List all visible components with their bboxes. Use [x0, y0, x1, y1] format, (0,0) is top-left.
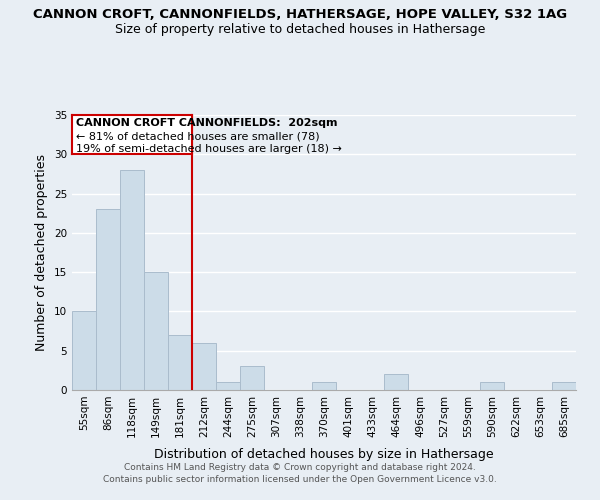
Text: Contains HM Land Registry data © Crown copyright and database right 2024.: Contains HM Land Registry data © Crown c…	[124, 464, 476, 472]
Bar	[240, 366, 264, 390]
Bar	[168, 335, 192, 390]
Bar	[552, 382, 576, 390]
Text: ← 81% of detached houses are smaller (78): ← 81% of detached houses are smaller (78…	[76, 132, 319, 141]
Bar	[192, 343, 216, 390]
Y-axis label: Number of detached properties: Number of detached properties	[35, 154, 49, 351]
Text: CANNON CROFT CANNONFIELDS:  202sqm: CANNON CROFT CANNONFIELDS: 202sqm	[76, 118, 337, 128]
Text: Size of property relative to detached houses in Hathersage: Size of property relative to detached ho…	[115, 22, 485, 36]
Text: Contains public sector information licensed under the Open Government Licence v3: Contains public sector information licen…	[103, 475, 497, 484]
Bar	[480, 382, 504, 390]
Bar	[96, 210, 120, 390]
Bar	[312, 382, 336, 390]
Bar	[216, 382, 240, 390]
Bar	[144, 272, 168, 390]
X-axis label: Distribution of detached houses by size in Hathersage: Distribution of detached houses by size …	[154, 448, 494, 461]
Bar	[72, 312, 96, 390]
Text: CANNON CROFT, CANNONFIELDS, HATHERSAGE, HOPE VALLEY, S32 1AG: CANNON CROFT, CANNONFIELDS, HATHERSAGE, …	[33, 8, 567, 20]
Bar	[384, 374, 408, 390]
Bar	[120, 170, 144, 390]
Text: 19% of semi-detached houses are larger (18) →: 19% of semi-detached houses are larger (…	[76, 144, 341, 154]
